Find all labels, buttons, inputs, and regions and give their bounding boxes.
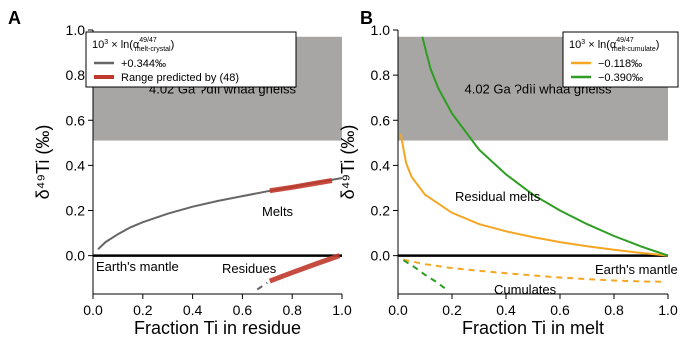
x-tick-label: 0.6 [550,302,570,318]
y-tick-label: 1.0 [66,22,86,38]
y-tick-label: 0.6 [371,112,391,128]
panel-b-axes [397,30,668,295]
panel-b-y-ticks: 0.0 0.2 0.4 0.6 0.8 1.0 [371,22,398,264]
series-line-0 [97,177,343,251]
series-line-3 [402,259,448,291]
panel-a: A 4.02 Ga Ɂdìi whaà gneiss 0.00.20.40.60… [8,8,352,338]
panel-a-residues-label: Residues [222,261,277,276]
panel-a-legend: 103 × ln(α49/47 melt-crystal) +0.344‰ Range… [85,31,297,88]
panel-b-series [399,36,669,291]
panel-b-cumulates-label: Cumulates [494,282,557,297]
legend-title-title-sup: 49/47 [616,37,634,44]
y-tick-label: 0.8 [371,67,391,83]
x-tick-label: 0.2 [133,302,153,318]
y-tick-label: 0.4 [66,157,86,173]
x-tick-label: 1.0 [658,302,678,318]
x-tick-label: 0.6 [233,302,253,318]
y-tick-label: 0.0 [66,248,86,264]
legend-title-title-close: ) [656,39,660,51]
legend-title: 103 × ln(α49/47 melt-cumulate) [569,37,659,53]
y-tick-label: 0.2 [66,203,86,219]
legend-title-title-prefix: 10 [92,39,104,51]
series-line-3 [268,253,341,284]
series-line-1 [269,178,333,194]
panel-b-x-axis-title: Fraction Ti in melt [462,318,604,338]
series-line-1 [421,36,669,257]
series-line-2 [403,258,663,283]
panel-a-y-axis-title: δ⁴⁹Ti (‰) [33,125,53,200]
legend-title-title-main: × ln(α [585,39,617,51]
legend-item-label: +0.344‰ [121,58,166,70]
legend-title: 103 × ln(α49/47 melt-crystal) [92,37,174,53]
panel-a-x-axis-title: Fraction Ti in residue [134,318,301,338]
x-tick-label: 0.0 [83,302,103,318]
x-tick-label: 0.4 [183,302,203,318]
y-tick-label: 0.6 [66,112,86,128]
y-tick-label: 0.8 [66,67,86,83]
legend-item-label: Range predicted by (48) [121,72,239,84]
x-tick-label: 0.4 [496,302,516,318]
x-tick-label: 0.8 [604,302,624,318]
panel-a-earths-mantle-label: Earth's mantle [96,259,179,274]
x-tick-label: 1.0 [332,302,352,318]
legend-item-label: −0.118‰ [598,58,642,70]
panel-a-series [97,177,343,291]
panel-a-melts-label: Melts [262,204,294,219]
series-line-2 [256,281,268,291]
x-tick-label: 0.0 [388,302,408,318]
y-tick-label: 0.2 [371,203,391,219]
y-tick-label: 1.0 [371,22,391,38]
legend-title-title-main: × ln(α [108,39,140,51]
panel-b-x-ticks: 0.0 0.2 0.4 0.6 0.8 1.0 [388,294,678,318]
legend-title-title-sub: melt-crystal [135,46,171,53]
panel-b-letter: B [360,8,373,28]
x-tick-label: 0.8 [282,302,302,318]
legend-item-label: −0.390‰ [598,72,643,84]
x-tick-label: 0.2 [442,302,462,318]
panel-b-residual-melts-label: Residual melts [455,189,541,204]
panel-b-y-axis-title: δ⁴⁹Ti (‰) [338,125,358,200]
legend-title-title-exp: 3 [581,39,585,46]
panel-b: B 4.02 Ga Ɂdìi whaà gneiss 0.00.20.40.60… [338,8,679,338]
panel-b-earths-mantle-label: Earth's mantle [595,262,678,277]
panel-b-legend: 103 × ln(α49/47 melt-cumulate) −0.118‰ −0.3… [562,31,679,88]
y-tick-label: 0.4 [371,157,391,173]
panel-a-y-ticks: 0.0 0.2 0.4 0.6 0.8 1.0 [66,22,93,264]
legend-box [85,31,297,88]
legend-title-title-close: ) [171,39,175,51]
panel-a-letter: A [8,8,21,28]
legend-title-title-prefix: 10 [569,39,581,51]
legend-title-title-sup: 49/47 [139,37,157,44]
panel-a-x-ticks: 0.0 0.2 0.4 0.6 0.8 1.0 [83,294,352,318]
y-tick-label: 0.0 [371,248,391,264]
series-line-0 [399,133,669,257]
legend-title-title-sub: melt-cumulate [612,46,656,53]
legend-title-title-exp: 3 [104,39,108,46]
